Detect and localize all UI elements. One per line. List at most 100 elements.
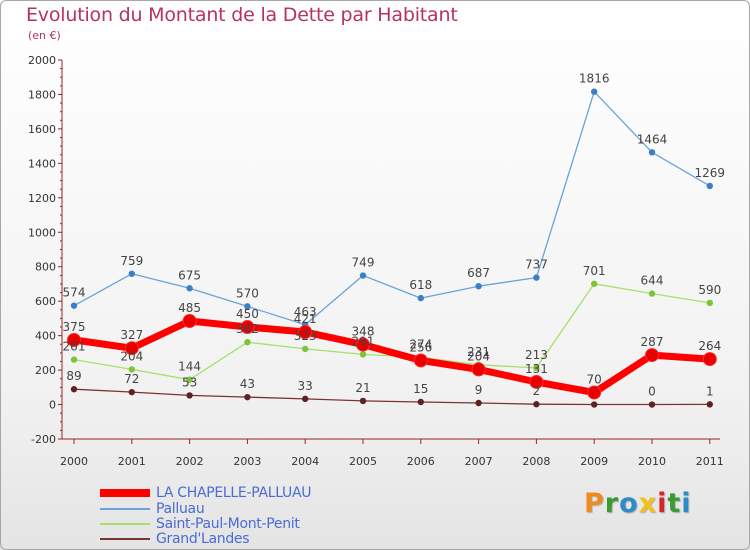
data-label: 72 — [124, 372, 139, 386]
data-point — [359, 397, 367, 405]
x-tick-label: 2010 — [638, 455, 666, 468]
data-label: 9 — [475, 383, 483, 397]
data-label: 261 — [63, 340, 86, 354]
data-label: 375 — [63, 320, 86, 334]
data-point — [648, 149, 656, 156]
data-label: 749 — [352, 256, 375, 270]
data-label: 53 — [182, 375, 197, 389]
series-line — [73, 388, 711, 406]
data-point — [417, 398, 424, 406]
data-label: 644 — [641, 274, 664, 288]
y-tick-label: 1400 — [28, 157, 56, 170]
data-point — [70, 302, 78, 309]
data-label: 21 — [355, 381, 370, 395]
data-point — [302, 345, 309, 353]
legend-swatch — [100, 538, 150, 540]
data-label: 590 — [698, 283, 721, 297]
data-label: 2 — [533, 384, 541, 398]
data-point — [70, 356, 78, 363]
data-label: 737 — [525, 258, 548, 272]
data-label: 570 — [236, 286, 259, 300]
data-point — [648, 401, 656, 408]
x-tick-label: 2006 — [407, 455, 435, 468]
y-tick-label: 400 — [35, 330, 56, 343]
data-label: 362 — [236, 322, 259, 336]
data-label: 450 — [236, 307, 259, 321]
data-point — [182, 313, 197, 328]
data-label: 33 — [298, 379, 313, 393]
data-point — [533, 364, 540, 372]
data-point — [186, 285, 193, 292]
data-point — [471, 362, 486, 377]
data-point — [67, 332, 81, 347]
data-label: 204 — [120, 349, 143, 363]
proxiti-logo: Proxiti — [584, 488, 692, 519]
data-point — [417, 294, 424, 302]
data-label: 485 — [178, 301, 201, 315]
data-point — [128, 366, 135, 373]
data-label: 421 — [294, 312, 317, 326]
data-label: 231 — [467, 345, 490, 359]
data-point — [302, 395, 309, 403]
x-tick-label: 2002 — [176, 455, 204, 468]
data-point — [706, 182, 713, 190]
x-tick-label: 2005 — [349, 455, 377, 468]
data-point — [706, 401, 713, 408]
data-point — [529, 374, 544, 389]
chart-title: Evolution du Montant de la Dette par Hab… — [26, 4, 458, 26]
series-line — [73, 91, 711, 326]
data-point — [359, 272, 367, 279]
data-point — [186, 376, 193, 383]
legend-label: Saint-Paul-Mont-Penit — [156, 516, 300, 532]
x-tick-label: 2008 — [522, 455, 550, 468]
data-point — [587, 385, 602, 400]
data-label: 89 — [66, 369, 81, 383]
data-point — [533, 401, 540, 408]
data-label: 70 — [587, 372, 602, 386]
data-point — [475, 282, 482, 290]
y-tick-label: 0 — [49, 399, 56, 412]
x-tick-label: 2004 — [291, 455, 319, 468]
y-tick-label: 600 — [35, 295, 56, 308]
data-label: 131 — [525, 362, 548, 376]
data-point — [413, 353, 428, 368]
legend-swatch — [100, 523, 150, 525]
data-point — [591, 280, 598, 287]
y-tick-label: 1200 — [28, 192, 56, 205]
data-label: 1 — [706, 384, 714, 398]
legend-swatch — [100, 489, 150, 497]
data-point — [128, 388, 135, 396]
data-point — [240, 320, 255, 335]
data-point — [706, 299, 713, 307]
data-point — [591, 88, 598, 95]
data-point — [648, 290, 656, 297]
legend-swatch — [100, 508, 150, 510]
data-label: 1816 — [579, 72, 610, 86]
data-label: 43 — [240, 377, 255, 391]
data-label: 15 — [413, 382, 428, 396]
legend-label: LA CHAPELLE-PALLUAU — [156, 485, 312, 501]
data-label: 463 — [294, 305, 317, 319]
data-label: 687 — [467, 266, 490, 280]
data-label: 574 — [63, 286, 86, 300]
x-tick-label: 2001 — [118, 455, 146, 468]
data-label: 204 — [467, 349, 490, 363]
data-point — [70, 386, 78, 393]
data-label: 348 — [352, 325, 375, 339]
data-label: 287 — [641, 335, 664, 349]
data-point — [186, 392, 193, 399]
data-label: 144 — [178, 360, 201, 374]
data-label: 759 — [120, 254, 143, 268]
x-tick-label: 2011 — [696, 455, 724, 468]
x-tick-label: 2009 — [580, 455, 608, 468]
y-tick-label: -200 — [31, 433, 56, 446]
x-tick-label: 2003 — [233, 455, 261, 468]
x-tick-label: 2007 — [465, 455, 493, 468]
y-tick-label: 1800 — [28, 88, 56, 101]
data-label: 327 — [120, 328, 143, 342]
data-point — [244, 303, 251, 310]
data-point — [244, 338, 251, 346]
data-label: 1269 — [695, 166, 726, 180]
y-tick-label: 1000 — [28, 226, 56, 239]
x-tick-label: 2000 — [60, 455, 88, 468]
